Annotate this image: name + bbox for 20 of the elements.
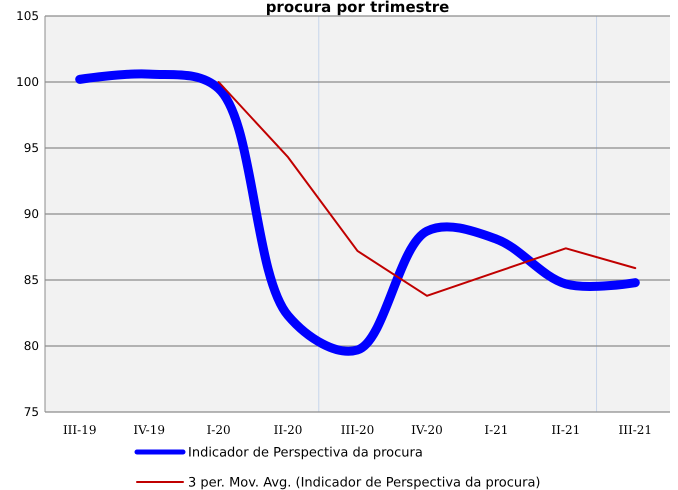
x-tick-label: IV-20 — [411, 423, 443, 437]
y-tick-label: 100 — [16, 75, 39, 90]
x-tick-label: IV-19 — [133, 423, 165, 437]
chart-title: procura por trimestre — [266, 0, 450, 16]
y-tick-label: 105 — [16, 9, 39, 24]
x-tick-label: I-20 — [206, 423, 231, 437]
y-tick-label: 90 — [24, 207, 39, 222]
y-tick-label: 85 — [24, 273, 39, 288]
legend-label: 3 per. Mov. Avg. (Indicador de Perspectiva da procura) — [188, 476, 540, 490]
line-series — [218, 81, 636, 297]
x-tick-label: II-21 — [551, 423, 580, 437]
x-tick-label: II-20 — [274, 423, 302, 437]
legend-label: Indicador de Perspectiva da procura — [188, 446, 423, 461]
x-tick-label: III-19 — [62, 423, 96, 437]
y-tick-label: 80 — [24, 339, 39, 354]
y-tick-label: 95 — [24, 141, 39, 156]
x-tick-label: III-21 — [618, 423, 652, 437]
y-tick-label: 75 — [24, 405, 39, 420]
x-tick-label: I-21 — [484, 423, 508, 437]
x-tick-label: III-20 — [340, 423, 374, 437]
